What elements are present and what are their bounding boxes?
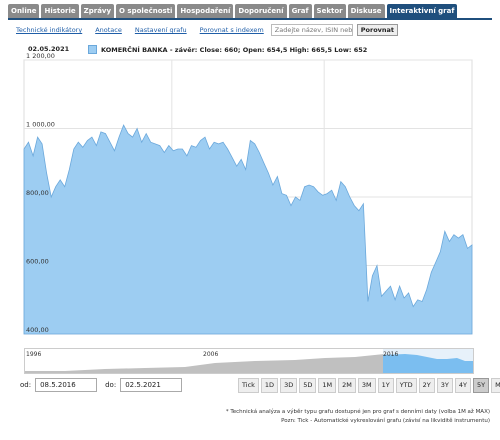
legend-swatch: [88, 45, 97, 54]
chart-notes: * Technická analýza a výběr typu grafu d…: [226, 408, 490, 426]
tab-3[interactable]: O společnosti: [116, 4, 176, 18]
note-technical-analysis: * Technická analýza a výběr typu grafu d…: [225, 409, 490, 415]
chart-legend: KOMERČNÍ BANKA - závěr: Close: 660; Open…: [88, 45, 367, 54]
tab-8[interactable]: Diskuse: [347, 4, 385, 18]
range-button-3m[interactable]: 3M: [357, 378, 376, 393]
tab-bar: Online Historie Zprávy O společnosti Hospoda…: [8, 4, 458, 18]
date-to-input[interactable]: 02.5.2021: [120, 378, 183, 392]
navigator-history-area: [25, 354, 413, 373]
y-tick-label: 400,00: [26, 326, 49, 334]
date-from-label: od:: [20, 381, 32, 389]
compare-button[interactable]: Porovnat: [356, 24, 399, 36]
range-button-5d[interactable]: 5D: [299, 378, 317, 393]
compare-index-link[interactable]: Porovnat s indexem: [199, 26, 264, 34]
date-range-inputs: od: 08.5.2016 do: 02.5.2021: [20, 378, 183, 392]
chart-toolbar: Technické indikátory Anotace Nastavení g…: [16, 24, 399, 36]
date-to-label: do:: [105, 381, 117, 389]
y-tick-label: 1 200,00: [26, 52, 55, 60]
range-navigator[interactable]: [24, 348, 474, 374]
range-button-2y[interactable]: 2Y: [418, 378, 435, 393]
indicators-link[interactable]: Technické indikátory: [16, 26, 83, 34]
tab-9[interactable]: Interaktivní graf: [386, 4, 458, 18]
range-button-4y[interactable]: 4Y: [454, 378, 471, 393]
y-tick-label: 1 000,00: [26, 121, 55, 129]
tab-4[interactable]: Hospodaření: [177, 4, 234, 18]
price-chart[interactable]: 1 200,00 1 000,00 800,00 600,00 400,00: [0, 40, 500, 340]
tab-6[interactable]: Graf: [288, 4, 312, 18]
tab-bar-underline: [8, 18, 492, 20]
range-button-tick[interactable]: Tick: [238, 378, 259, 393]
y-tick-label: 800,00: [26, 189, 49, 197]
legend-label: KOMERČNÍ BANKA - závěr: Close: 660; Open…: [101, 45, 368, 54]
tab-5[interactable]: Doporučení: [235, 4, 287, 18]
annotations-link[interactable]: Anotace: [95, 26, 122, 34]
tab-2[interactable]: Zprávy: [80, 4, 115, 18]
tab-7[interactable]: Sektor: [313, 4, 346, 18]
range-button-ytd[interactable]: YTD: [395, 378, 417, 393]
legend-date: 02.05.2021: [28, 45, 70, 53]
tab-0[interactable]: Online: [8, 4, 40, 18]
range-buttons: Tick1D3D5D1M2M3M1YYTD2Y3Y4Y5YMax: [238, 378, 500, 393]
range-button-1y[interactable]: 1Y: [377, 378, 394, 393]
y-tick-label: 600,00: [26, 258, 49, 266]
tab-1[interactable]: Historie: [41, 4, 79, 18]
compare-search-input[interactable]: Zadejte název, ISIN nebo: [270, 24, 353, 36]
navigator-year-2006: 2006: [203, 351, 219, 358]
chart-settings-link[interactable]: Nastavení grafu: [134, 26, 187, 34]
range-button-3d[interactable]: 3D: [280, 378, 298, 393]
navigator-svg: [25, 349, 473, 373]
range-button-1d[interactable]: 1D: [260, 378, 279, 393]
date-from-input[interactable]: 08.5.2016: [35, 378, 98, 392]
range-button-max[interactable]: Max: [491, 378, 500, 393]
navigator-year-1996: 1996: [26, 351, 42, 358]
range-button-5y[interactable]: 5Y: [472, 378, 490, 393]
range-button-1m[interactable]: 1M: [318, 378, 337, 393]
note-tick: Pozn: Tick - Automatické vykreslování gr…: [281, 418, 490, 424]
price-series-area: [23, 124, 473, 335]
navigator-selected-area: [383, 354, 473, 373]
navigator-year-2016: 2016: [383, 351, 399, 358]
range-button-3y[interactable]: 3Y: [436, 378, 453, 393]
range-button-2m[interactable]: 2M: [338, 378, 356, 393]
